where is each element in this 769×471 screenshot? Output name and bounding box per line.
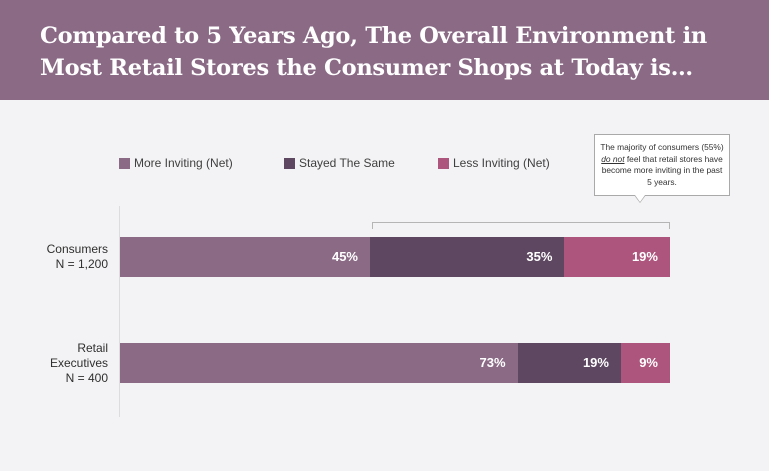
- callout-pointer-fill: [635, 195, 645, 202]
- callout-box: The majority of consumers (55%) do not f…: [594, 134, 730, 196]
- legend-less-inviting-swatch: [438, 157, 449, 169]
- bar-segment-1-2: [620, 343, 670, 383]
- callout-text-after: feel that retail stores have become more…: [601, 153, 723, 187]
- data-label-0-0: 45%: [331, 249, 358, 264]
- legend-stayed-same: Stayed The Same: [284, 156, 395, 170]
- title-banner: Compared to 5 Years Ago, The Overall Env…: [0, 0, 769, 100]
- legend-more-inviting: More Inviting (Net): [119, 156, 233, 170]
- callout-text-emphasis: do not: [601, 153, 625, 164]
- legend-more-inviting-label: More Inviting (Net): [134, 156, 233, 170]
- category-label-1: Retail Executives N = 400: [49, 340, 108, 385]
- legend-less-inviting: Less Inviting (Net): [438, 156, 550, 170]
- data-label-0-1: 35%: [526, 249, 553, 264]
- bar-segment-0-0: [120, 237, 370, 277]
- category-axis: [119, 206, 120, 417]
- data-label-1-2: 9%: [639, 355, 658, 370]
- legend-more-inviting-swatch: [119, 157, 130, 169]
- bar-segment-0-1: [370, 237, 565, 277]
- bar-segment-1-0: [120, 343, 518, 383]
- category-label-0: Consumers N = 1,200: [46, 242, 108, 271]
- callout-text-before: The majority of consumers (55%): [600, 142, 724, 152]
- bar-segment-1-1: [517, 343, 621, 383]
- data-label-1-0: 73%: [479, 355, 506, 370]
- page-title: Compared to 5 Years Ago, The Overall Env…: [40, 23, 707, 81]
- legend-less-inviting-label: Less Inviting (Net): [453, 156, 550, 170]
- legend-stayed-same-swatch: [284, 157, 295, 169]
- data-label-1-1: 19%: [582, 355, 609, 370]
- bar-segment-0-2: [564, 237, 670, 277]
- bracket-line: [372, 222, 670, 229]
- legend-stayed-same-label: Stayed The Same: [299, 156, 395, 170]
- data-label-0-2: 19%: [631, 249, 658, 264]
